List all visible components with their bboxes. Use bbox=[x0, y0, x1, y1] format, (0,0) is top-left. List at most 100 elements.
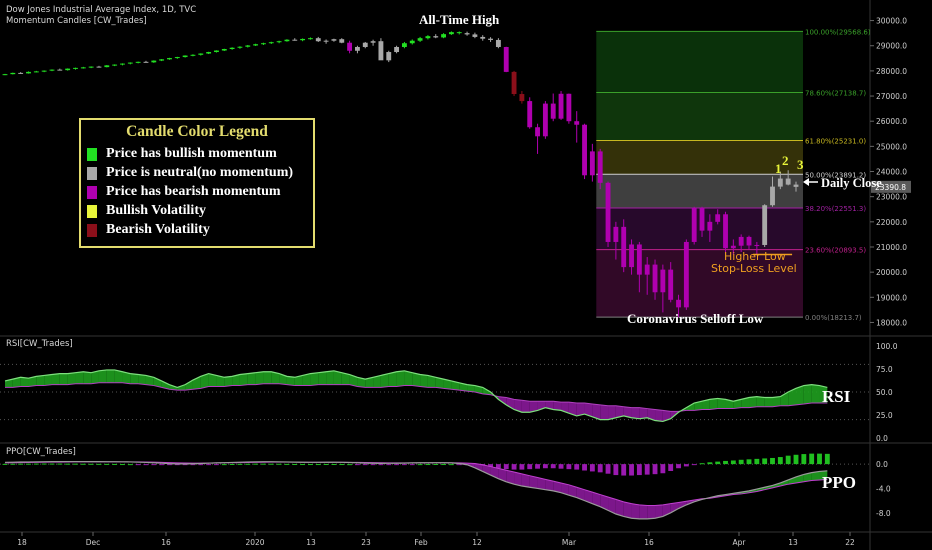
candle-body bbox=[574, 121, 580, 125]
candle-body bbox=[762, 205, 768, 245]
ppo-histogram-bar bbox=[2, 463, 8, 465]
ppo-histogram-bar bbox=[433, 463, 439, 465]
rsi-fill-segment bbox=[373, 375, 381, 388]
rsi-fill-segment bbox=[357, 377, 366, 388]
rsi-big-label: RSI bbox=[822, 387, 851, 406]
rsi-fill-segment bbox=[514, 399, 522, 413]
rsi-fill-segment bbox=[122, 371, 131, 384]
rsi-fill-segment bbox=[467, 384, 475, 392]
candle-body bbox=[777, 178, 783, 187]
time-tick-label: Apr bbox=[733, 538, 747, 547]
ppo-fill-segment bbox=[811, 471, 820, 481]
rsi-fill-segment bbox=[286, 376, 295, 386]
rsi-fill-segment bbox=[349, 374, 358, 387]
candle-body bbox=[347, 42, 353, 51]
legend-swatch-bearish bbox=[87, 185, 97, 199]
ppo-histogram-bar bbox=[519, 464, 525, 470]
rsi-fill-segment bbox=[114, 369, 123, 383]
candle-body bbox=[668, 269, 674, 300]
ppo-histogram-bar bbox=[707, 462, 713, 465]
price-tick-label: 24000.0 bbox=[876, 168, 907, 177]
ppo-histogram-bar bbox=[292, 463, 298, 465]
candle-body bbox=[707, 221, 713, 231]
stop-loss-annotation: Stop-Loss Level bbox=[711, 262, 797, 275]
rsi-fill-segment bbox=[443, 379, 452, 390]
candle-body bbox=[676, 299, 681, 308]
rsi-fill-segment bbox=[459, 382, 468, 392]
rsi-pane-title: RSI[CW_Trades] bbox=[6, 339, 73, 349]
rsi-fill-segment bbox=[819, 385, 828, 404]
rsi-fill-segment bbox=[811, 384, 820, 404]
rsi-fill-segment bbox=[592, 403, 601, 420]
rsi-fill-segment bbox=[709, 398, 718, 410]
ppo-histogram-bar bbox=[73, 463, 78, 465]
ppo-histogram-bar bbox=[80, 463, 86, 465]
candle-body bbox=[519, 94, 525, 102]
ppo-fill-segment bbox=[592, 492, 601, 507]
ppo-histogram-bar bbox=[809, 453, 815, 465]
candle-body bbox=[621, 226, 627, 268]
candle-body bbox=[370, 41, 376, 43]
candle-body bbox=[480, 36, 486, 39]
candle-body bbox=[660, 269, 666, 293]
rsi-fill-segment bbox=[232, 374, 240, 386]
time-tick-label: 22 bbox=[845, 538, 855, 547]
rsi-fill-segment bbox=[91, 370, 99, 384]
ppo-histogram-bar bbox=[394, 464, 400, 466]
price-tick-label: 18000.0 bbox=[876, 318, 907, 327]
legend-item-bull-vol: Bullish Volatility bbox=[87, 202, 206, 220]
price-tick-label: 22000.0 bbox=[876, 218, 907, 227]
candle-body bbox=[167, 58, 172, 60]
rsi-fill-segment bbox=[294, 375, 303, 386]
rsi-fill-segment bbox=[749, 396, 757, 408]
rsi-fill-segment bbox=[451, 380, 460, 391]
candle-body bbox=[96, 66, 102, 68]
rsi-fill-segment bbox=[521, 400, 530, 413]
ppo-fill-segment bbox=[788, 476, 796, 485]
ppo-histogram-bar bbox=[174, 464, 180, 466]
ppo-fill-segment bbox=[498, 468, 507, 482]
rsi-fill-segment bbox=[247, 372, 256, 385]
candle-body bbox=[433, 36, 439, 38]
ppo-histogram-bar bbox=[558, 464, 564, 469]
ppo-histogram-bar bbox=[10, 463, 16, 465]
ppo-histogram-bar bbox=[151, 464, 157, 466]
candle-body bbox=[636, 244, 642, 275]
rsi-fill-segment bbox=[420, 374, 428, 388]
candle-body bbox=[276, 41, 282, 43]
time-tick-label: 13 bbox=[788, 538, 798, 547]
candle-body bbox=[793, 184, 799, 187]
ppo-histogram-bar bbox=[754, 458, 760, 465]
rsi-fill-segment bbox=[725, 399, 734, 409]
ppo-histogram-bar bbox=[770, 457, 775, 465]
ppo-histogram-bar bbox=[159, 464, 165, 466]
candle-body bbox=[57, 69, 63, 71]
ppo-fill-segment bbox=[537, 477, 546, 490]
ppo-histogram-bar bbox=[229, 463, 235, 465]
legend-swatch-bull-vol bbox=[87, 204, 97, 218]
ppo-histogram-bar bbox=[182, 464, 188, 466]
candle-body bbox=[80, 67, 86, 69]
rsi-fill-segment bbox=[561, 402, 569, 414]
ppo-fill-segment bbox=[623, 501, 632, 519]
candle-body bbox=[214, 50, 219, 53]
candle-body bbox=[237, 46, 243, 48]
candle-body bbox=[159, 59, 165, 61]
rsi-fill-segment bbox=[427, 375, 436, 388]
price-tick-label: 21000.0 bbox=[876, 243, 907, 252]
rsi-fill-segment bbox=[756, 396, 765, 407]
rsi-fill-segment bbox=[380, 373, 389, 388]
candle-body bbox=[2, 74, 8, 76]
higher-low-annotation: Higher Low bbox=[724, 250, 786, 263]
legend-label: Bullish Volatility bbox=[106, 203, 206, 218]
ppo-histogram-bar bbox=[660, 464, 666, 474]
ppo-histogram-bar bbox=[777, 457, 783, 465]
candle-body bbox=[409, 40, 415, 44]
ppo-histogram-bar bbox=[253, 463, 259, 465]
ppo-histogram-bar bbox=[370, 464, 376, 466]
rsi-fill-segment bbox=[5, 379, 13, 388]
ppo-histogram-bar bbox=[456, 464, 462, 466]
rsi-tick-label: 50.0 bbox=[876, 388, 893, 397]
fib-level-label: 0.00%(18213.7) bbox=[805, 314, 862, 322]
rsi-fill-segment bbox=[576, 403, 585, 416]
